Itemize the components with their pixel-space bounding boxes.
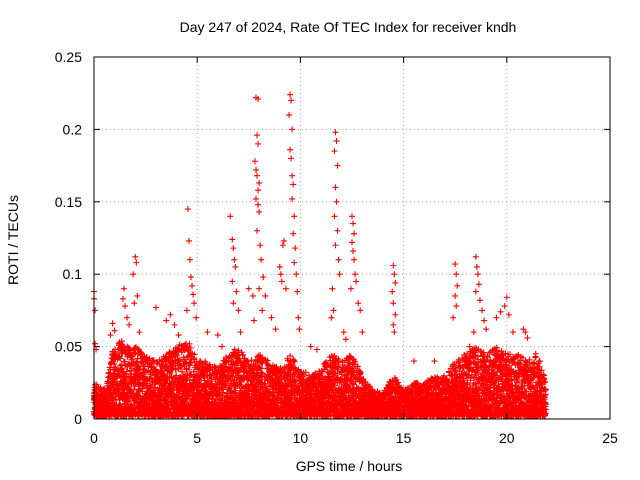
data-point xyxy=(126,347,133,354)
data-point xyxy=(117,355,124,362)
data-point xyxy=(124,363,131,370)
data-point xyxy=(139,385,146,392)
data-point xyxy=(119,369,126,376)
grid xyxy=(94,57,610,419)
data-point xyxy=(118,361,125,368)
data-points xyxy=(90,91,549,420)
chart-title: Day 247 of 2024, Rate Of TEC Index for r… xyxy=(180,19,517,35)
data-point xyxy=(118,365,125,372)
data-point xyxy=(135,363,142,370)
data-point xyxy=(115,354,122,361)
data-point xyxy=(240,352,247,359)
data-point xyxy=(114,367,121,374)
